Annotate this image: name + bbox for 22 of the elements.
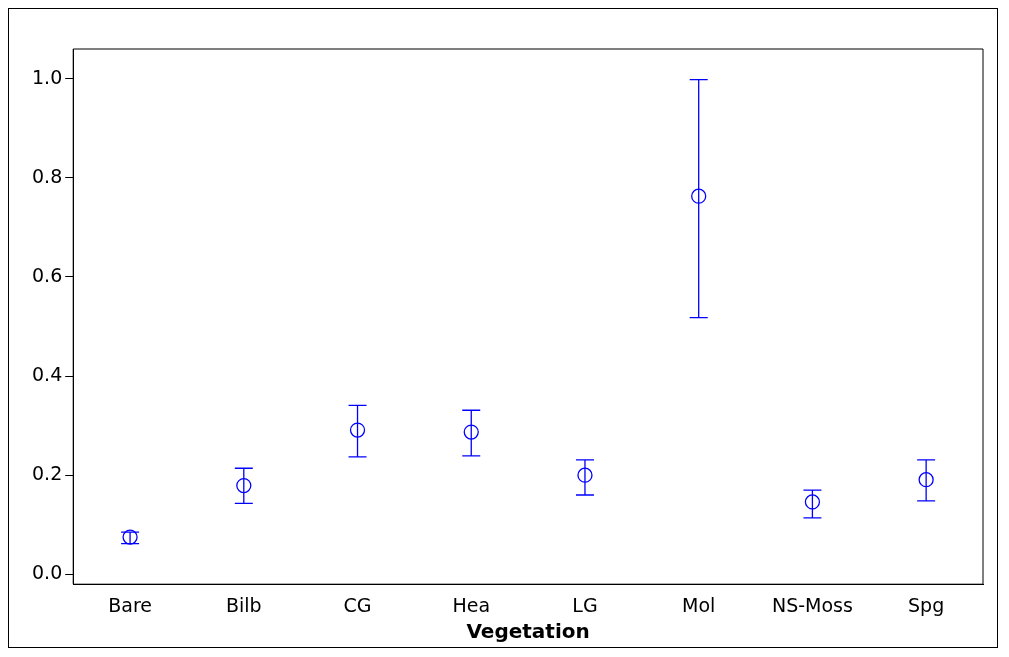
point (691, 188, 707, 204)
y-tick-label: 0.2 (32, 462, 63, 485)
x-tick-label: Hea (452, 593, 491, 616)
y-tick-label: 0.4 (32, 363, 63, 385)
point (236, 477, 252, 494)
x-tick-label: LG (572, 593, 598, 616)
y-tick-label: 1.0 (32, 65, 63, 88)
x-tick-label: Spg (908, 593, 945, 616)
point (463, 424, 479, 440)
x-tick-label: NS-Moss (771, 593, 853, 616)
y-tick-label: 0.6 (32, 263, 63, 286)
x-tick-label: Bilb (225, 593, 262, 616)
x-axis-title: Vegetation (466, 619, 590, 644)
y-tick-label: 0.8 (32, 164, 63, 187)
x-tick-label: CG (343, 593, 372, 616)
point (918, 471, 934, 488)
point (577, 467, 593, 483)
y-tick-label: 0.0 (32, 561, 63, 584)
x-tick-label: Bare (108, 593, 152, 616)
point (804, 494, 821, 510)
point (349, 422, 366, 438)
x-tick-label: Mol (682, 593, 716, 616)
